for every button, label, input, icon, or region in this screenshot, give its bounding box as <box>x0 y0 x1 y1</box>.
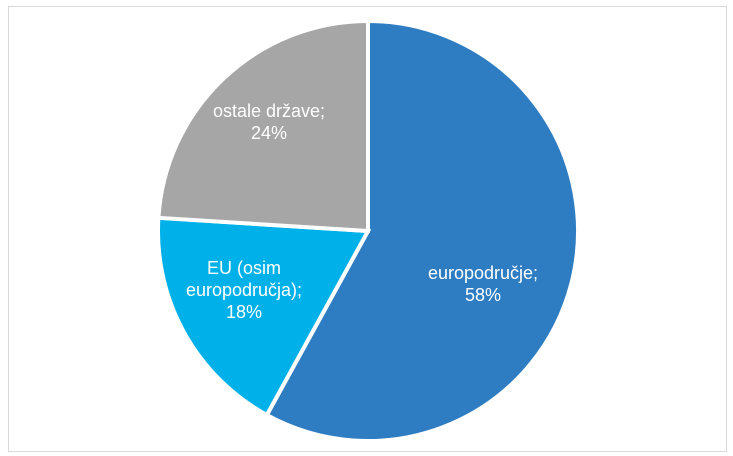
slice-label-line: europodručja); <box>186 280 302 300</box>
slice-label-line: europodručje; <box>428 263 538 283</box>
pie-slice-europodrucje <box>264 18 580 443</box>
slice-label-europodrucje: europodručje; 58% <box>428 263 538 305</box>
slice-label-line: ostale države; <box>213 101 325 121</box>
slice-label-line: 58% <box>465 285 501 305</box>
slice-label-line: EU (osim <box>207 258 281 278</box>
pie-slice-eu-osim-europodrucja <box>156 215 372 418</box>
pie-slice-ostale-drzave <box>156 18 370 234</box>
slice-label-eu-osim-europodrucja: EU (osim europodručja); 18% <box>186 258 302 322</box>
slice-label-line: 18% <box>226 302 262 322</box>
slice-label-line: 24% <box>251 123 287 143</box>
slice-label-ostale-drzave: ostale države; 24% <box>213 101 325 143</box>
